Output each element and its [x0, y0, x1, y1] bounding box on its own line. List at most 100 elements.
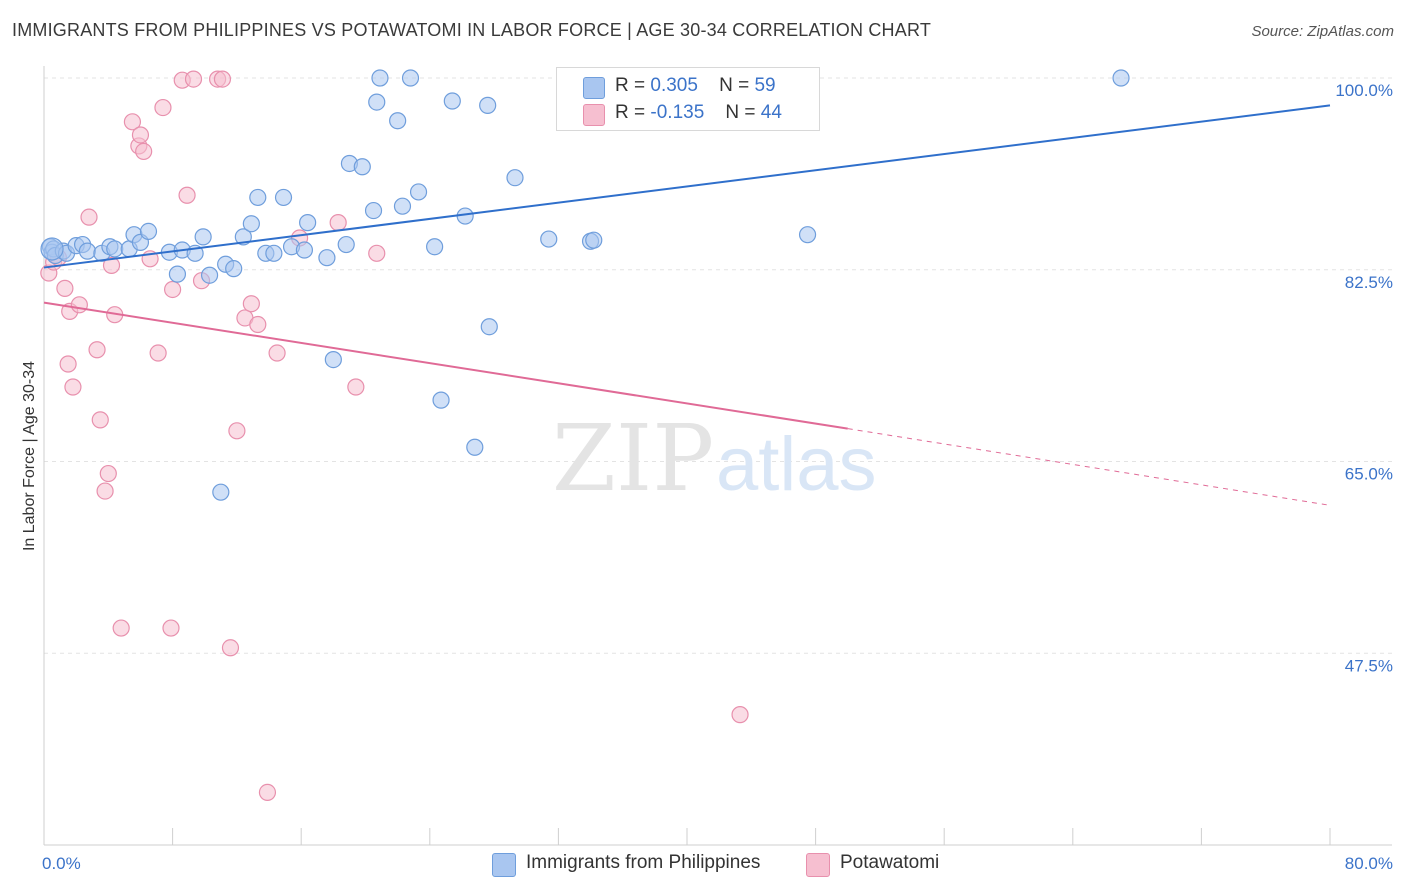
chart-title: IMMIGRANTS FROM PHILIPPINES VS POTAWATOM… [12, 20, 932, 40]
potawatomi-trend-line [43, 301, 848, 430]
philippines-point [401, 69, 420, 87]
potawatomi-point [59, 355, 77, 373]
axes [43, 66, 1392, 846]
potawatomi-point [149, 344, 167, 362]
philippines-point [443, 92, 461, 110]
potawatomi-point [178, 186, 196, 204]
legend-swatch-blue [492, 853, 516, 877]
potawatomi-point [64, 378, 82, 396]
philippines-point [249, 188, 267, 207]
philippines-point [798, 226, 817, 244]
philippines-point [78, 242, 97, 260]
potawatomi-point [112, 619, 130, 637]
gridlines [44, 77, 1392, 654]
potawatomi-point [329, 214, 347, 232]
philippines-point [337, 235, 355, 254]
philippines-point [432, 391, 450, 409]
potawatomi-point [123, 113, 142, 131]
philippines-point [353, 158, 371, 176]
trend-lines [43, 104, 1331, 506]
potawatomi-point [731, 706, 749, 724]
philippines-trend-line [43, 104, 1331, 269]
y-tick-label: 82.5% [1345, 273, 1393, 292]
philippines-point [295, 241, 314, 259]
watermark-atlas: atlas [716, 422, 877, 507]
watermark-zip: ZIP [552, 405, 714, 512]
y-tick-label: 100.0% [1335, 81, 1393, 100]
y-tick-label: 65.0% [1345, 465, 1393, 484]
potawatomi-point [91, 411, 109, 429]
legend-n-label: N = [725, 102, 756, 123]
philippines-point [540, 230, 558, 248]
philippines-point [426, 238, 444, 256]
potawatomi-point [135, 142, 153, 161]
potawatomi-point [80, 208, 98, 226]
potawatomi-point [56, 279, 74, 297]
philippines-point [1112, 69, 1130, 87]
philippines-point [393, 197, 412, 215]
y-tick-label: 47.5% [1345, 656, 1393, 675]
legend-r-value: -0.135 [650, 102, 705, 123]
legend-r-value: 0.305 [650, 75, 698, 96]
y-axis-label: In Labor Force | Age 30-34 [21, 361, 38, 551]
philippines-point [585, 231, 603, 249]
potawatomi-point [88, 341, 106, 359]
legend-r-label: R = [615, 102, 646, 123]
philippines-point [200, 266, 219, 284]
philippines-point [480, 318, 498, 336]
philippines-point [506, 169, 524, 187]
philippines-point [466, 438, 484, 456]
legend-swatch-pink [806, 853, 830, 877]
philippines-point [364, 201, 383, 220]
legend-r-label: R = [615, 75, 646, 96]
philippines-point [368, 93, 386, 111]
potawatomi-point [268, 344, 286, 362]
potawatomi-point [102, 256, 121, 274]
philippines-point [106, 240, 124, 258]
potawatomi-point [368, 244, 386, 262]
legend-label-philippines: Immigrants from Philippines [526, 852, 761, 873]
philippines-point [299, 214, 317, 232]
x-tick-label: 80.0% [1345, 854, 1393, 873]
philippines-point [139, 222, 158, 240]
philippines-point [242, 215, 260, 233]
potawatomi-point [242, 295, 260, 313]
potawatomi-point [228, 422, 246, 440]
correlation-legend: R = 0.305 N = 59 R = -0.135 N = 44 [556, 67, 820, 131]
philippines-point [389, 112, 407, 130]
potawatomi-point [131, 126, 150, 144]
philippines-point [274, 188, 293, 207]
legend-label-potawatomi: Potawatomi [840, 852, 940, 873]
source-label: Source: ZipAtlas.com [1251, 23, 1394, 40]
legend-n-value: 59 [754, 75, 776, 96]
legend-n-label: N = [719, 75, 750, 96]
potawatomi-point [249, 315, 267, 334]
philippines-point [234, 228, 252, 246]
potawatomi-point [221, 639, 240, 657]
potawatomi-point [258, 783, 277, 802]
philippines-point [371, 69, 389, 87]
philippines-point [318, 249, 336, 267]
philippines-point [265, 244, 283, 262]
philippines-point [324, 350, 342, 369]
philippines-point [194, 228, 212, 246]
philippines-points [40, 69, 1130, 501]
potawatomi-point [184, 70, 203, 88]
potawatomi-point [213, 70, 232, 88]
philippines-point [40, 237, 64, 261]
legend-n-value: 44 [760, 102, 782, 123]
potawatomi-point [99, 464, 117, 483]
watermark: ZIP atlas [552, 405, 877, 512]
x-tick-label: 0.0% [42, 854, 81, 873]
potawatomi-point [347, 378, 365, 396]
potawatomi-point [164, 280, 182, 299]
potawatomi-point [96, 482, 114, 500]
legend-swatch-pink [583, 104, 605, 126]
legend-swatch-blue [583, 77, 605, 99]
potawatomi-point [154, 98, 172, 117]
philippines-point [479, 96, 497, 114]
potawatomi-trend-extension [847, 428, 1331, 506]
potawatomi-point [162, 619, 180, 637]
philippines-point [168, 265, 187, 283]
